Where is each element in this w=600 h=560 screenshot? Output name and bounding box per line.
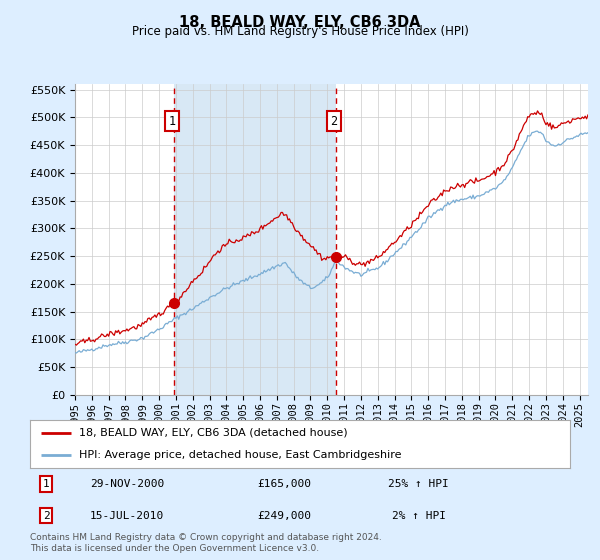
Text: 18, BEALD WAY, ELY, CB6 3DA: 18, BEALD WAY, ELY, CB6 3DA: [179, 15, 421, 30]
Text: Price paid vs. HM Land Registry's House Price Index (HPI): Price paid vs. HM Land Registry's House …: [131, 25, 469, 38]
Text: £165,000: £165,000: [257, 479, 311, 489]
Text: HPI: Average price, detached house, East Cambridgeshire: HPI: Average price, detached house, East…: [79, 450, 401, 460]
Text: 18, BEALD WAY, ELY, CB6 3DA (detached house): 18, BEALD WAY, ELY, CB6 3DA (detached ho…: [79, 428, 347, 438]
Text: £249,000: £249,000: [257, 511, 311, 521]
Text: 15-JUL-2010: 15-JUL-2010: [90, 511, 164, 521]
Text: 2: 2: [330, 115, 337, 128]
Text: 2% ↑ HPI: 2% ↑ HPI: [392, 511, 446, 521]
Bar: [175, 84, 337, 395]
Text: 1: 1: [43, 479, 50, 489]
Text: 29-NOV-2000: 29-NOV-2000: [90, 479, 164, 489]
Text: 25% ↑ HPI: 25% ↑ HPI: [388, 479, 449, 489]
Text: 2: 2: [43, 511, 50, 521]
Text: 1: 1: [168, 115, 175, 128]
Text: Contains HM Land Registry data © Crown copyright and database right 2024.
This d: Contains HM Land Registry data © Crown c…: [30, 533, 382, 553]
